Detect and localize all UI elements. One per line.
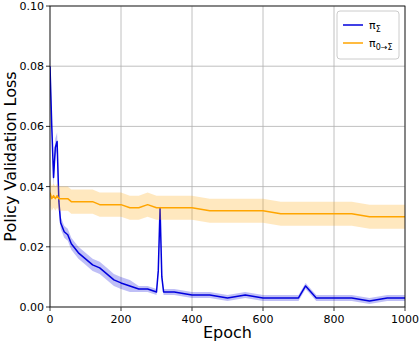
legend-box xyxy=(337,11,399,59)
tick xyxy=(46,307,50,308)
tick xyxy=(50,307,51,311)
tick-label: 0.06 xyxy=(20,120,45,133)
tick xyxy=(192,307,193,311)
tick xyxy=(46,126,50,127)
legend-label-sub: Σ xyxy=(376,25,381,34)
tick-label: 0.00 xyxy=(20,301,45,314)
plot-area xyxy=(50,57,405,304)
grid-line xyxy=(50,246,405,247)
tick-label: 400 xyxy=(182,313,203,326)
grid-line xyxy=(334,6,335,307)
legend-swatch xyxy=(343,42,363,44)
tick-label: 200 xyxy=(111,313,132,326)
tick-label: 800 xyxy=(324,313,345,326)
x-axis-label: Epoch xyxy=(203,323,252,342)
grid-line xyxy=(50,126,405,127)
tick xyxy=(263,307,264,311)
series-line xyxy=(50,193,405,217)
y-axis-label: Policy Validation Loss xyxy=(1,71,20,241)
error-band xyxy=(50,181,405,229)
legend-swatch xyxy=(343,24,363,26)
grid-line xyxy=(50,186,405,187)
grid-line xyxy=(50,66,405,67)
legend-label-sub: 0→Σ xyxy=(376,43,393,52)
tick xyxy=(334,307,335,311)
tick xyxy=(405,307,406,311)
grid-line xyxy=(121,6,122,307)
series-line xyxy=(50,66,405,301)
tick-label: 0 xyxy=(47,313,54,326)
tick-label: 0.02 xyxy=(20,241,45,254)
tick-label: 1000 xyxy=(391,313,419,326)
chart: 0 200 400 600 800 1000 0.00 0.02 0.04 0.06 0.08 0.1… xyxy=(0,0,420,346)
tick xyxy=(46,6,50,7)
legend-label: πΣ xyxy=(369,19,381,34)
tick-label: 0.04 xyxy=(20,181,45,194)
tick xyxy=(46,186,50,187)
tick xyxy=(46,246,50,247)
frame xyxy=(50,6,405,307)
tick xyxy=(121,307,122,311)
tick-label: 0.10 xyxy=(20,0,45,13)
tick-label: 600 xyxy=(253,313,274,326)
tick-label: 0.08 xyxy=(20,60,45,73)
grid-line xyxy=(263,6,264,307)
legend-label: π0→Σ xyxy=(369,37,392,52)
error-band xyxy=(50,57,405,304)
tick xyxy=(46,66,50,67)
grid-line xyxy=(192,6,193,307)
